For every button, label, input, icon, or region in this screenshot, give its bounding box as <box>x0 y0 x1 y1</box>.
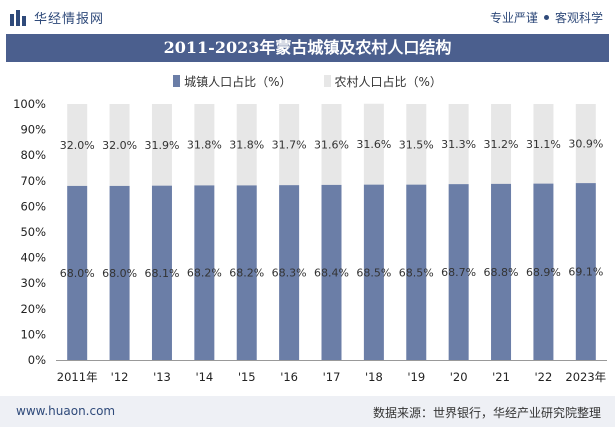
x-tick-label: '13 <box>153 370 171 384</box>
data-label-rural: 31.9% <box>144 139 179 152</box>
legend: 城镇人口占比（%） 农村人口占比（%） <box>0 72 615 90</box>
slogan-1: 专业严谨 <box>489 11 538 25</box>
x-tick-label: '16 <box>280 370 298 384</box>
data-label-rural: 31.3% <box>441 138 476 151</box>
y-tick-label: 80% <box>20 148 46 162</box>
x-tick-label: 2023年 <box>565 370 606 384</box>
x-tick-label: '12 <box>111 370 129 384</box>
data-label-urban: 68.0% <box>102 267 137 280</box>
data-label-urban: 69.1% <box>568 266 603 279</box>
bar-rural <box>448 104 469 185</box>
data-label-urban: 68.8% <box>484 266 519 279</box>
bar-rural <box>236 104 257 186</box>
bar-urban <box>575 183 596 360</box>
brand-logo-icon <box>10 9 26 26</box>
data-label-urban: 68.9% <box>526 266 561 279</box>
y-tick-label: 90% <box>20 123 46 137</box>
bar-urban <box>363 184 384 360</box>
data-label-rural: 31.8% <box>187 139 222 152</box>
x-tick-label: '17 <box>323 370 341 384</box>
footer-url[interactable]: www.huaon.com <box>16 404 116 418</box>
legend-item-urban[interactable]: 城镇人口占比（%） <box>173 73 292 90</box>
bar-urban <box>67 185 88 360</box>
slogan-2: 客观科学 <box>554 11 603 25</box>
y-tick-label: 50% <box>20 225 46 239</box>
bar-urban <box>236 185 257 360</box>
data-label-rural: 31.1% <box>526 138 561 151</box>
data-label-rural: 30.9% <box>568 138 603 151</box>
data-label-urban: 68.4% <box>314 266 349 279</box>
y-tick-label: 20% <box>20 302 46 316</box>
data-label-rural: 31.5% <box>399 138 434 151</box>
legend-swatch-rural <box>323 75 331 87</box>
bar-rural <box>109 104 130 186</box>
data-label-urban: 68.5% <box>356 266 391 279</box>
top-bar: 华经情报网 专业严谨 客观科学 <box>0 0 615 34</box>
legend-item-rural[interactable]: 农村人口占比（%） <box>323 73 442 90</box>
legend-label-urban: 城镇人口占比（%） <box>184 74 292 89</box>
bar-urban <box>533 183 554 360</box>
bar-urban <box>194 185 215 360</box>
legend-label-rural: 农村人口占比（%） <box>334 74 442 89</box>
data-label-urban: 68.2% <box>229 267 264 280</box>
data-label-rural: 32.0% <box>102 139 137 152</box>
x-tick-label: '15 <box>238 370 256 384</box>
footer: www.huaon.com 数据来源：世界银行，华经产业研究院整理 <box>0 396 615 427</box>
data-label-urban: 68.0% <box>60 267 95 280</box>
bar-rural <box>321 104 342 185</box>
data-label-rural: 32.0% <box>60 139 95 152</box>
data-label-rural: 31.6% <box>356 138 391 151</box>
stacked-bar-chart: 0% 10% 20% 30% 40% 50% 60% 70% 80% 90% 100% 68.0% 32… <box>13 97 607 384</box>
bar-urban <box>321 184 342 360</box>
bar-urban <box>109 185 130 360</box>
footer-source: 数据来源：世界银行，华经产业研究院整理 <box>372 406 601 420</box>
x-tick-label: '19 <box>407 370 425 384</box>
bar-urban <box>448 184 469 360</box>
brand[interactable]: 华经情报网 <box>10 8 104 27</box>
y-tick-label: 10% <box>20 327 46 341</box>
bar-rural <box>533 104 554 184</box>
data-label-urban: 68.2% <box>187 267 222 280</box>
bar-rural <box>151 104 172 186</box>
x-tick-label: 2011年 <box>57 370 98 384</box>
bar-rural <box>575 104 596 184</box>
x-tick-label: '18 <box>365 370 383 384</box>
chart-title: 2011-2023年蒙古城镇及农村人口结构 <box>6 34 609 62</box>
x-tick-label: '22 <box>535 370 553 384</box>
y-tick-label: 100% <box>13 97 46 111</box>
data-label-urban: 68.1% <box>144 267 179 280</box>
bar-urban <box>279 185 300 360</box>
bar-rural <box>194 104 215 186</box>
data-label-rural: 31.8% <box>229 139 264 152</box>
x-tick-label: '14 <box>195 370 213 384</box>
y-tick-label: 70% <box>20 174 46 188</box>
x-tick-label: '20 <box>450 370 468 384</box>
brand-name: 华经情报网 <box>34 12 105 27</box>
y-tick-label: 30% <box>20 276 46 290</box>
bar-rural <box>363 103 384 185</box>
data-label-rural: 31.6% <box>314 138 349 151</box>
data-label-urban: 68.7% <box>441 266 476 279</box>
y-tick-label: 0% <box>28 353 46 367</box>
bar-rural <box>67 104 88 186</box>
data-label-urban: 68.5% <box>399 266 434 279</box>
y-tick-label: 40% <box>20 251 46 265</box>
bar-rural <box>279 104 300 186</box>
bar-urban <box>491 183 512 360</box>
bar-rural <box>491 104 512 184</box>
bar-rural <box>406 104 427 185</box>
separator-dot-icon <box>543 15 549 20</box>
x-tick-label: '21 <box>492 370 510 384</box>
data-label-urban: 68.3% <box>272 267 307 280</box>
data-label-rural: 31.2% <box>484 138 519 151</box>
legend-swatch-urban <box>173 75 181 87</box>
slogan: 专业严谨 客观科学 <box>490 9 603 26</box>
data-label-rural: 31.7% <box>272 139 307 152</box>
bar-urban <box>151 185 172 360</box>
y-tick-label: 60% <box>20 199 46 213</box>
bar-urban <box>406 184 427 360</box>
